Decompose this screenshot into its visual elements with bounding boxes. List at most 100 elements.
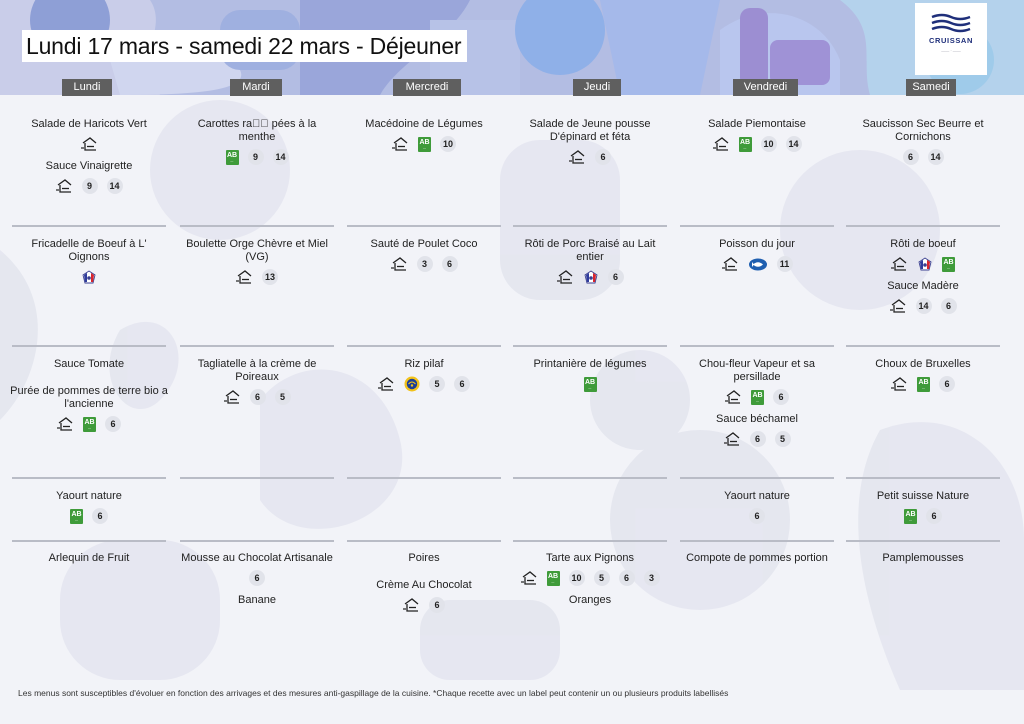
fait-maison-icon <box>80 137 96 151</box>
dish-name: Rôti de boeuf <box>890 238 956 250</box>
allergen-badge: 10 <box>760 136 777 152</box>
allergen-badge: 6 <box>773 389 789 405</box>
dish-labels: 6 <box>178 570 336 586</box>
dish-labels: 6 14 <box>844 149 1002 165</box>
allergen-badge: 6 <box>249 389 266 405</box>
fait-maison-icon <box>57 417 73 431</box>
dish-labels <box>10 269 168 285</box>
menu-cell-mercredi: Riz pilaf 5 6 <box>345 358 503 400</box>
allergen-badge: 6 <box>454 376 470 392</box>
menu-cell-mardi: Boulette Orge Chèvre et Miel (VG) 13 <box>178 238 336 293</box>
allergen-badge: 11 <box>776 256 793 272</box>
page-title: Lundi 17 mars - samedi 22 mars - Déjeune… <box>22 30 468 62</box>
menu-dish: Petit suisse Nature AB ··· 6 <box>844 490 1002 524</box>
dish-name: Petit suisse Nature <box>876 490 970 502</box>
dish-name: Banane <box>238 594 276 606</box>
menu-dish: Compote de pommes portion <box>678 552 836 565</box>
menu-cell-lundi: Sauce Tomate Purée de pommes de terre bio… <box>10 358 168 440</box>
row-divider <box>12 225 166 227</box>
allergen-badge: 6 <box>105 416 121 432</box>
dish-name: Crème Au Chocolat <box>376 579 472 591</box>
menu-dish: Oranges <box>511 594 669 607</box>
dish-labels: AB ··· 10 <box>345 136 503 152</box>
organic-ab-icon: AB ··· <box>225 149 239 165</box>
dish-labels: AB ··· <box>844 256 1002 272</box>
menu-cell-vendredi: Compote de pommes portion <box>678 552 836 579</box>
dish-name: Sauce Madère <box>887 280 959 292</box>
row-divider <box>180 225 334 227</box>
viande-bovine-francaise-icon <box>82 270 96 284</box>
allergen-badge: 10 <box>568 570 585 586</box>
menu-cell-lundi: Arlequin de Fruit <box>10 552 168 579</box>
organic-ab-icon: AB ··· <box>83 416 96 432</box>
row-divider <box>513 477 667 479</box>
allergen-badge: 6 <box>749 431 766 447</box>
fait-maison-icon <box>236 270 252 284</box>
menu-cell-vendredi: Chou-fleur Vapeur et sa persillade AB ··· 6… <box>678 358 836 455</box>
allergen-badge: 6 <box>595 149 611 165</box>
organic-ab-icon: AB ··· <box>738 136 752 152</box>
row-divider <box>347 477 501 479</box>
dish-name: Chou-fleur Vapeur et sa persillade <box>699 358 815 383</box>
menu-cell-jeudi: Salade de Jeune pousse D'épinard et féta… <box>511 118 669 173</box>
menu-dish: Tagliatelle à la crème de Poireaux 6 5 <box>178 358 336 405</box>
row-divider <box>846 477 1000 479</box>
row-divider <box>12 345 166 347</box>
row-divider <box>846 345 1000 347</box>
day-header-jeudi: Jeudi <box>573 79 621 96</box>
organic-ab-icon: AB ··· <box>546 570 560 586</box>
dish-name: Salade de Haricots Vert <box>31 118 147 130</box>
menu-cell-mardi: Carottes ra   pées à la menthe AB ··· 9 14 <box>178 118 336 173</box>
fait-maison-icon <box>891 257 907 271</box>
allergen-badge: 6 <box>618 570 635 586</box>
allergen-badge: 9 <box>81 178 98 194</box>
dish-labels: AB ··· 6 <box>10 508 168 524</box>
row-divider <box>347 345 501 347</box>
allergen-badge: 6 <box>441 256 458 272</box>
dish-name: Salade de Jeune pousse D'épinard et féta <box>529 118 651 143</box>
dish-name: Printanière de légumes <box>533 358 647 370</box>
le-porc-francais-icon <box>583 270 598 284</box>
menu-dish: Boulette Orge Chèvre et Miel (VG) 13 <box>178 238 336 285</box>
menu-dish: Arlequin de Fruit <box>10 552 168 565</box>
day-header-mardi: Mardi <box>230 79 282 96</box>
row-divider <box>513 540 667 542</box>
menu-dish: Salade de Haricots Vert <box>10 118 168 152</box>
dish-name: Boulette Orge Chèvre et Miel (VG) <box>186 238 328 263</box>
igp-label-icon <box>404 376 420 392</box>
dish-name: Yaourt nature <box>56 490 122 502</box>
menu-cell-jeudi: Rôti de Porc Braisé au Lait entier 6 <box>511 238 669 293</box>
menu-cell-samedi: Saucisson Sec Beurre et Cornichons 6 14 <box>844 118 1002 173</box>
dish-name: Choux de Bruxelles <box>875 358 971 370</box>
dish-labels: 6 <box>511 149 669 165</box>
menu-dish: Fricadelle de Boeuf à L' Oignons <box>10 238 168 285</box>
menu-cell-lundi: Fricadelle de Boeuf à L' Oignons <box>10 238 168 293</box>
dish-name: Compote de pommes portion <box>686 552 828 564</box>
menu-cell-mardi: Tagliatelle à la crème de Poireaux 6 5 <box>178 358 336 413</box>
row-divider <box>680 345 834 347</box>
dish-name: Poisson du jour <box>719 238 795 250</box>
allergen-badge: 6 <box>926 508 942 524</box>
allergen-badge: 5 <box>274 389 291 405</box>
menu-dish: Yaourt nature AB ··· 6 <box>10 490 168 524</box>
day-header-mercredi: Mercredi <box>393 79 461 96</box>
logo-text: CRUISSAN <box>929 36 973 45</box>
menu-dish: Crème Au Chocolat 6 <box>345 579 503 613</box>
row-divider <box>347 225 501 227</box>
allergen-badge: 5 <box>593 570 610 586</box>
dish-name: Sauce béchamel <box>716 413 798 425</box>
dish-name: Arlequin de Fruit <box>48 552 130 564</box>
dish-name: Sauce Tomate <box>53 358 125 370</box>
menu-cell-vendredi: Yaourt nature 6 <box>678 490 836 532</box>
dish-name: Riz pilaf <box>404 358 444 370</box>
row-divider <box>347 540 501 542</box>
organic-ab-icon: AB ··· <box>942 256 955 272</box>
fait-maison-icon <box>392 137 408 151</box>
fait-maison-icon <box>55 179 71 193</box>
menu-dish: Printanière de légumes AB ··· <box>511 358 669 392</box>
fait-maison-icon <box>556 270 572 284</box>
footer-note: Les menus sont susceptibles d'évoluer en… <box>18 688 729 698</box>
dish-name: Yaourt nature <box>724 490 790 502</box>
logo-subline: —— · —— <box>941 48 961 53</box>
allergen-badge: 14 <box>785 136 802 152</box>
